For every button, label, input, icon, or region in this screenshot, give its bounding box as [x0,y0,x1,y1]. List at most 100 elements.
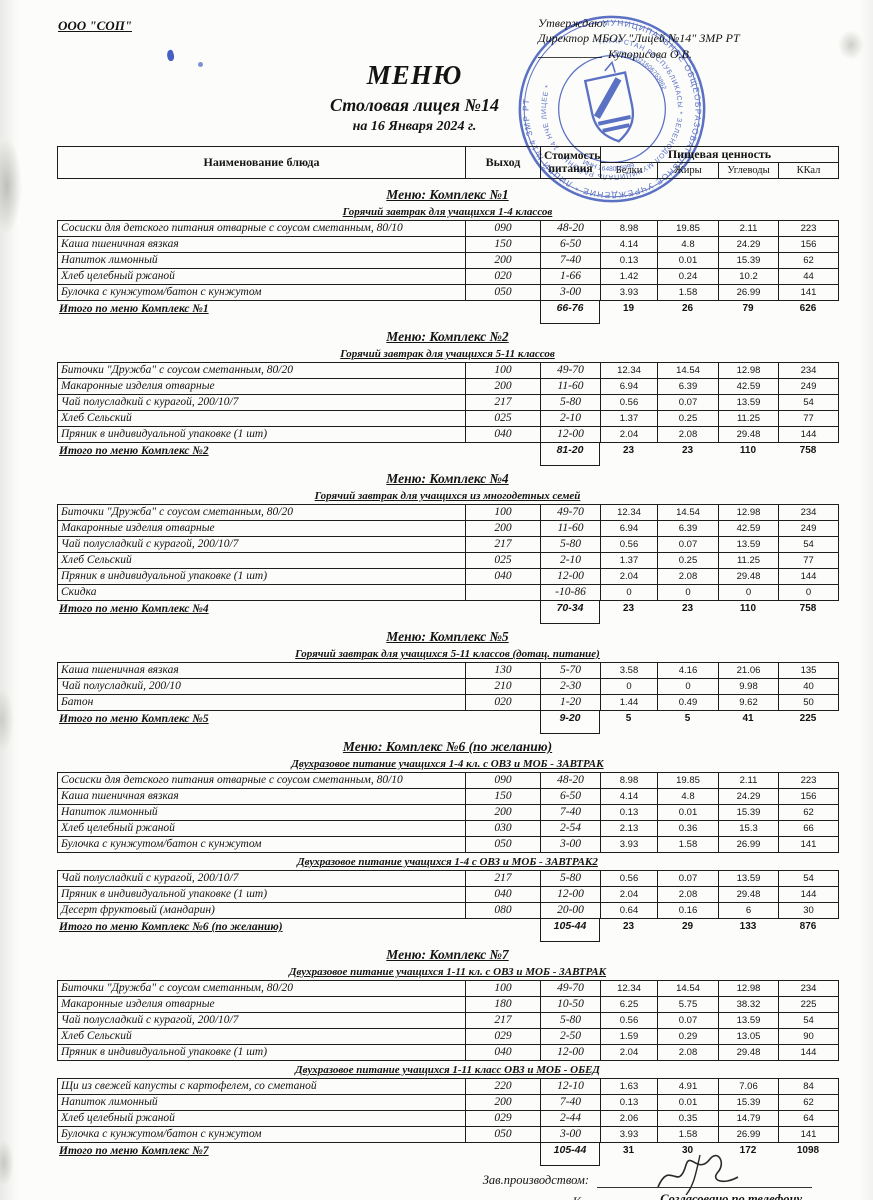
protein-cell: 12.34 [600,362,658,379]
menu-content: Наименование блюда Выход Стоимость питан… [57,146,839,1200]
dish-name-cell: Макаронные изделия отварные [57,520,466,537]
dish-name-cell: Пряник в индивидуальной упаковке (1 шт) [57,568,466,585]
carbs-cell: 26.99 [718,836,779,853]
dish-name-cell: Биточки "Дружба" с соусом сметанным, 80/… [57,362,466,379]
carbs-cell: 10.2 [718,268,779,285]
carbs-cell: 13.59 [718,870,779,887]
kcal-cell: 54 [778,870,839,887]
cost-cell: 12-00 [540,568,601,585]
carbs-cell: 13.59 [718,536,779,553]
kcal-cell: 84 [778,1078,839,1095]
protein-cell: 1.37 [600,410,658,427]
kcal-cell: 54 [778,1012,839,1029]
total-label: Итого по меню Комплекс №5 [59,713,209,725]
protein-cell: 2.04 [600,1044,658,1061]
menu-section: Меню: Комплекс №1 Горячий завтрак для уча… [57,187,839,324]
carbs-cell: 2.11 [718,772,779,789]
section-subtitle: Двухразовое питание учащихся 1-4 кл. с О… [291,758,604,770]
cost-cell: 6-50 [540,788,601,805]
protein-cell: 4.14 [600,236,658,253]
section-subtitle: Горячий завтрак для учащихся из многодет… [314,490,581,502]
output-cell: 150 [465,236,541,253]
output-cell: 040 [465,426,541,443]
menu-row: Напиток лимонный 200 7-40 0.13 0.01 15.39 62 [57,804,839,821]
section-title: Меню: Комплекс №1 [386,187,509,202]
kcal-cell: 141 [778,1126,839,1143]
section-title: Меню: Комплекс №7 [386,947,509,962]
dish-name-cell: Биточки "Дружба" с соусом сметанным, 80/… [57,980,466,997]
protein-cell: 0.56 [600,870,658,887]
approval-line2: Директор МБОУ "Лицей №14" ЗМР РТ [538,31,740,45]
total-cost: 9-20 [540,711,600,734]
carbs-cell: 7.06 [718,1078,779,1095]
kcal-cell: 40 [778,678,839,695]
output-cell: 180 [465,996,541,1013]
total-label: Итого по меню Комплекс №7 [59,1145,209,1157]
cost-cell: 5-80 [540,536,601,553]
page-subtitle: Столовая лицея №14 [330,95,499,115]
section-title: Меню: Комплекс №4 [386,471,509,486]
total-value: 23 [681,603,694,614]
dish-name-cell: Булочка с кунжутом/батон с кунжутом [57,836,466,853]
protein-cell: 8.98 [600,772,658,789]
total-value: 23 [622,603,635,614]
section-title: Меню: Комплекс №5 [386,629,509,644]
total-label: Итого по меню Комплекс №6 (по желанию) [59,921,283,933]
page-title: МЕНЮ [366,60,463,90]
document-footer: Зав.производством: Калькулятор: Согласов… [57,1154,838,1200]
kcal-cell: 135 [778,662,839,679]
cost-cell: 48-20 [540,220,601,237]
carbs-cell: 14.79 [718,1110,779,1127]
dish-name-cell: Каша пшеничная вязкая [57,662,466,679]
carbs-cell: 15.3 [718,820,779,837]
total-value: 41 [742,713,754,724]
dish-name-cell: Каша пшеничная вязкая [57,236,466,253]
dish-name-cell: Сосиски для детского питания отварные с … [57,772,466,789]
carbs-cell: 29.48 [718,568,779,585]
output-cell: 220 [465,1078,541,1095]
total-value: 758 [799,445,817,456]
column-header-nutrition: Пищевая ценность [600,146,839,163]
protein-cell: 2.04 [600,886,658,903]
output-cell: 217 [465,394,541,411]
menu-table: Биточки "Дружба" с соусом сметанным, 80/… [57,504,839,601]
output-cell: 050 [465,836,541,853]
total-value: 5 [625,713,632,724]
fat-cell: 14.54 [657,980,719,997]
output-cell: 200 [465,804,541,821]
kcal-cell: 30 [778,902,839,919]
section-subtitle: Двухразовое питание учащихся 1-11 кл. с … [288,966,607,978]
kcal-cell: 249 [778,520,839,537]
column-header-protein: Белки [600,162,658,179]
fat-cell: 0.07 [657,394,719,411]
dish-name-cell: Скидка [57,584,466,601]
menu-row: Пряник в индивидуальной упаковке (1 шт) 0… [57,568,839,585]
menu-row: Хлеб Сельский 029 2-50 1.59 0.29 13.05 90 [57,1028,839,1045]
fat-cell: 0.01 [657,804,719,821]
output-cell: 200 [465,1094,541,1111]
column-header-output: Выход [465,146,541,179]
carbs-cell: 24.29 [718,236,779,253]
carbs-cell: 0 [718,584,779,601]
menu-section: Меню: Комплекс №7 Двухразовое питание уча… [57,947,839,1166]
output-cell: 020 [465,694,541,711]
protein-cell: 1.59 [600,1028,658,1045]
fat-cell: 0.01 [657,1094,719,1111]
carbs-cell: 15.39 [718,252,779,269]
menu-row: Биточки "Дружба" с соусом сметанным, 80/… [57,362,839,379]
carbs-cell: 21.06 [718,662,779,679]
total-value: 30 [681,1145,694,1156]
output-cell: 100 [465,980,541,997]
fat-cell: 5.75 [657,996,719,1013]
kcal-cell: 0 [778,584,839,601]
carbs-cell: 13.05 [718,1028,779,1045]
protein-cell: 12.34 [600,504,658,521]
protein-cell: 3.58 [600,662,658,679]
protein-cell: 3.93 [600,1126,658,1143]
total-value: 79 [742,303,754,314]
fat-cell: 2.08 [657,886,719,903]
protein-cell: 1.63 [600,1078,658,1095]
protein-cell: 3.93 [600,836,658,853]
protein-cell: 6.25 [600,996,658,1013]
cost-cell: 12-00 [540,1044,601,1061]
